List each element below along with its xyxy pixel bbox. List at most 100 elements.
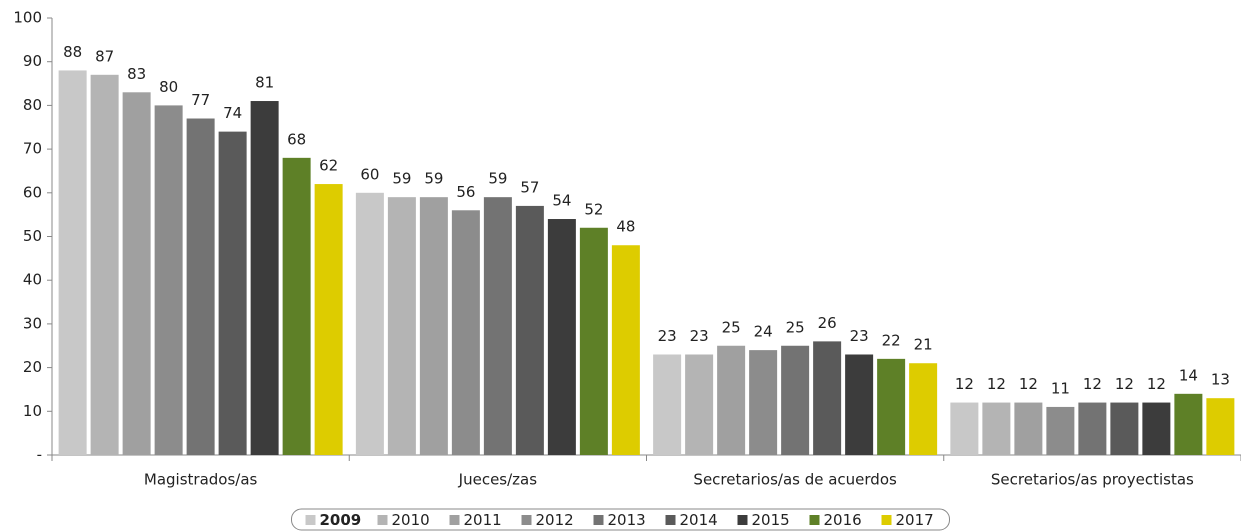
value-label: 23	[850, 327, 869, 345]
bar	[58, 70, 87, 455]
bar	[579, 227, 608, 455]
bar	[1046, 406, 1075, 455]
value-label: 26	[818, 314, 837, 332]
legend-label: 2011	[464, 511, 502, 529]
bar	[547, 219, 576, 455]
value-label: 54	[552, 192, 571, 210]
x-tick-label: Secretarios/as de acuerdos	[693, 471, 897, 489]
y-tick-label: 70	[23, 140, 42, 158]
y-tick-label: 30	[23, 314, 42, 332]
value-label: 81	[255, 74, 274, 92]
value-label: 24	[754, 323, 773, 341]
bar	[1206, 398, 1235, 455]
legend-swatch	[449, 515, 460, 525]
value-label: 62	[319, 157, 338, 175]
legend-label: 2012	[536, 511, 574, 529]
value-label: 56	[456, 183, 475, 201]
y-tick-label: 90	[23, 52, 42, 70]
value-label: 14	[1179, 366, 1198, 384]
y-tick-label: 60	[23, 183, 42, 201]
y-tick-label: 80	[23, 96, 42, 114]
legend-label: 2009	[320, 511, 362, 529]
bar	[387, 197, 416, 456]
bar	[685, 354, 714, 455]
value-label: 87	[95, 47, 114, 65]
bar	[653, 354, 682, 455]
legend-label: 2017	[896, 511, 934, 529]
bar	[250, 101, 279, 455]
bar	[781, 345, 810, 455]
legend-swatch	[377, 515, 388, 525]
value-label: 23	[690, 327, 709, 345]
bar	[877, 358, 906, 455]
value-label: 60	[360, 165, 379, 183]
bar	[1174, 393, 1203, 455]
bar	[314, 184, 343, 455]
bar	[950, 402, 979, 455]
value-label: 23	[658, 327, 677, 345]
legend-swatch	[809, 515, 820, 525]
bar	[982, 402, 1011, 455]
bar	[909, 363, 938, 455]
legend-label: 2013	[608, 511, 646, 529]
legend-swatch	[665, 515, 676, 525]
y-tick-label: -	[37, 446, 42, 464]
bar	[218, 131, 247, 455]
bar	[1142, 402, 1171, 455]
bar	[355, 192, 384, 456]
value-label: 59	[392, 170, 411, 188]
legend-swatch	[521, 515, 532, 525]
bar	[1014, 402, 1043, 455]
bar	[90, 74, 119, 455]
bar	[154, 105, 183, 456]
value-label: 12	[1083, 375, 1102, 393]
value-label: 12	[1147, 375, 1166, 393]
bar	[845, 354, 874, 455]
value-label: 12	[987, 375, 1006, 393]
y-tick-label: 50	[23, 227, 42, 245]
value-label: 74	[223, 104, 242, 122]
bar	[1078, 402, 1107, 455]
value-label: 52	[584, 200, 603, 218]
value-label: 11	[1051, 379, 1070, 397]
legend-swatch	[737, 515, 748, 525]
bar	[611, 245, 640, 455]
y-tick-label: 100	[13, 9, 42, 27]
bar	[749, 350, 778, 455]
value-label: 59	[424, 170, 443, 188]
legend-label: 2015	[752, 511, 790, 529]
bar	[186, 118, 215, 455]
bar	[1110, 402, 1139, 455]
value-label: 77	[191, 91, 210, 109]
legend-label: 2016	[824, 511, 862, 529]
bar	[419, 197, 448, 456]
bar	[122, 92, 151, 455]
legend-swatch	[305, 515, 316, 525]
bar	[282, 157, 311, 455]
value-label: 25	[786, 318, 805, 336]
legend-box	[291, 508, 950, 531]
value-label: 12	[1019, 375, 1038, 393]
x-tick-label: Jueces/zas	[458, 471, 538, 489]
value-label: 12	[1115, 375, 1134, 393]
y-tick-label: 20	[23, 358, 42, 376]
value-label: 59	[488, 170, 507, 188]
value-label: 21	[914, 336, 933, 354]
value-label: 80	[159, 78, 178, 96]
legend-swatch	[881, 515, 892, 525]
value-label: 22	[882, 331, 901, 349]
bar	[813, 341, 842, 455]
value-label: 25	[722, 318, 741, 336]
value-label: 68	[287, 130, 306, 148]
value-label: 83	[127, 65, 146, 83]
bar	[515, 205, 544, 455]
x-tick-label: Secretarios/as proyectistas	[991, 471, 1194, 489]
value-label: 57	[520, 178, 539, 196]
value-label: 48	[616, 218, 635, 236]
value-label: 13	[1211, 371, 1230, 389]
bar	[451, 210, 480, 455]
legend-swatch	[593, 515, 604, 525]
value-label: 12	[955, 375, 974, 393]
value-label: 88	[63, 43, 82, 61]
